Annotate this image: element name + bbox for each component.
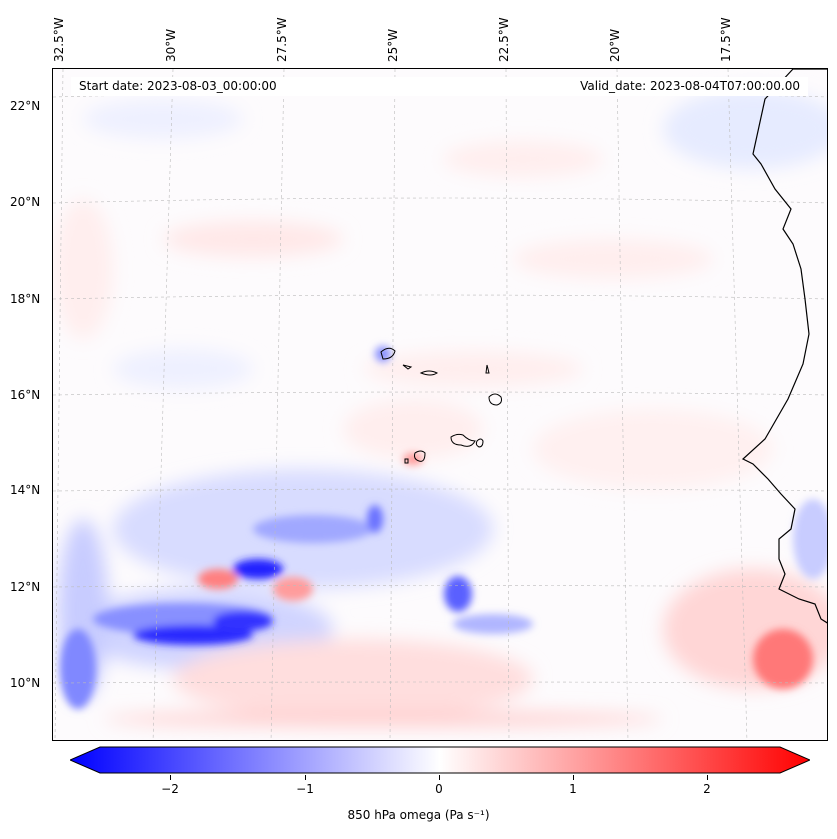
- lat-label-16n: 16°N: [10, 388, 41, 402]
- strong-features: [60, 346, 827, 709]
- colorbar-tick: [305, 775, 306, 780]
- colorbar-tick: [170, 775, 171, 780]
- background-field: [53, 89, 827, 727]
- colorbar-tick: [573, 775, 574, 780]
- lat-label-18n: 18°N: [10, 292, 41, 306]
- map-panel: [52, 68, 828, 741]
- lat-label-10n: 10°N: [10, 676, 41, 690]
- colorbar-tick-label: 1: [569, 782, 577, 796]
- date-info-bar: Start date: 2023-08-03_00:00:00 Valid_da…: [71, 77, 808, 96]
- lon-label-20w: 20°W: [608, 28, 622, 62]
- lat-label-14n: 14°N: [10, 483, 41, 497]
- start-date-label: Start date: 2023-08-03_00:00:00: [79, 79, 277, 93]
- lat-label-22n: 22°N: [10, 99, 41, 113]
- cape-verde-islands: [380, 347, 502, 464]
- colorbar-tick: [707, 775, 708, 780]
- africa-coastline: [741, 69, 827, 624]
- lon-label-30w: 30°W: [164, 28, 178, 62]
- lon-label-25w: 25°W: [386, 28, 400, 62]
- colorbar-tick-label: −1: [296, 782, 314, 796]
- valid-date-label: Valid_date: 2023-08-04T07:00:00.00: [580, 79, 800, 93]
- colorbar: [68, 745, 812, 775]
- colorbar-tick-label: 2: [703, 782, 711, 796]
- colorbar-tick-label: −2: [161, 782, 179, 796]
- lat-label-20n: 20°N: [10, 195, 41, 209]
- colorbar-tick: [439, 775, 440, 780]
- colorbar-tick-label: 0: [435, 782, 443, 796]
- lon-label-27-5w: 27.5°W: [275, 17, 289, 62]
- lat-label-12n: 12°N: [10, 580, 41, 594]
- lon-label-32-5w: 32.5°W: [52, 17, 66, 62]
- lon-label-22-5w: 22.5°W: [497, 17, 511, 62]
- colorbar-label: 850 hPa omega (Pa s⁻¹): [347, 808, 490, 822]
- omega-field: [53, 69, 827, 740]
- lon-label-17-5w: 17.5°W: [719, 17, 733, 62]
